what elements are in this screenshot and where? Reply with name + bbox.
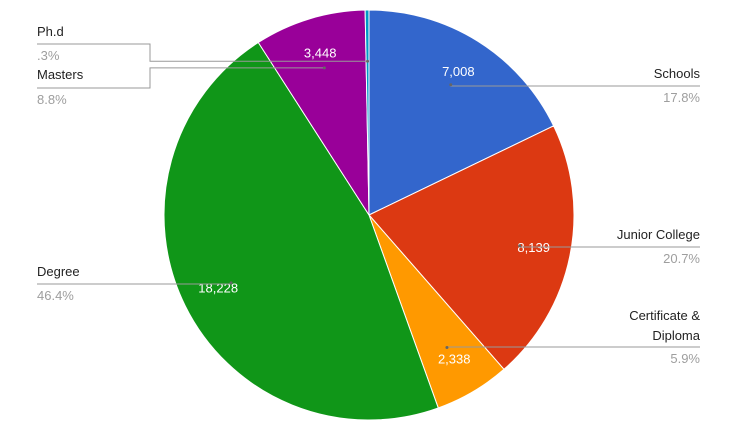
leader-line — [37, 43, 368, 62]
pie-slice — [163, 41, 439, 421]
percent-label: 20.7% — [663, 251, 700, 266]
leader-line — [37, 67, 325, 89]
value-label: 7,008 — [442, 64, 475, 79]
value-label: 8,139 — [517, 240, 550, 255]
value-label: 2,338 — [438, 351, 471, 366]
pie-slice — [368, 125, 575, 371]
pie-slice — [368, 9, 555, 216]
leader-dot — [366, 59, 370, 63]
leader-dot — [449, 83, 453, 87]
percent-label: 17.8% — [663, 90, 700, 105]
slice-label: Junior College — [616, 227, 700, 242]
leader-dot — [229, 281, 233, 285]
percent-label: 5.9% — [670, 351, 700, 366]
slice-label: Ph.d — [37, 24, 64, 39]
leader-dot — [445, 346, 449, 350]
value-label: 3,448 — [304, 46, 337, 61]
leader-dot — [518, 244, 522, 248]
slice-label: Certificate & Diploma — [629, 308, 700, 343]
percent-label: 46.4% — [37, 288, 74, 303]
slice-label: Schools — [653, 66, 700, 81]
slice-label: Degree — [37, 264, 80, 279]
percent-label: .3% — [37, 48, 60, 63]
percent-label: 8.8% — [37, 92, 67, 107]
leader-line — [446, 346, 700, 348]
slice-label: Masters — [37, 67, 84, 82]
leader-dot — [322, 66, 326, 70]
